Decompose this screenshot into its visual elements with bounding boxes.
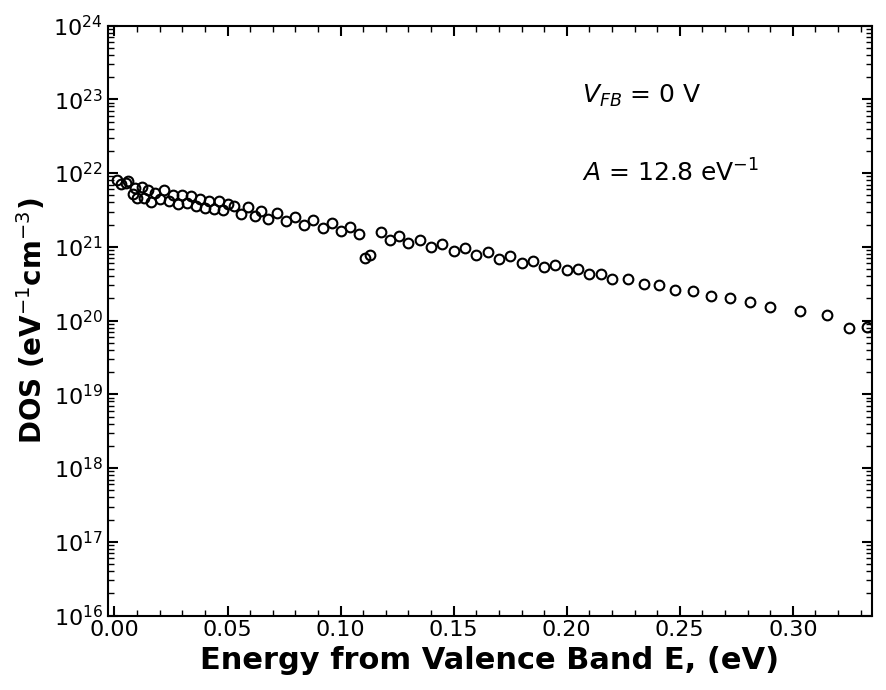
- Text: $V_{FB}$ = 0 V: $V_{FB}$ = 0 V: [581, 83, 700, 110]
- Text: $A$ = 12.8 eV$^{-1}$: $A$ = 12.8 eV$^{-1}$: [581, 159, 758, 187]
- Y-axis label: DOS (eV$^{-1}$cm$^{-3}$): DOS (eV$^{-1}$cm$^{-3}$): [15, 197, 48, 444]
- X-axis label: Energy from Valence Band E, (eV): Energy from Valence Band E, (eV): [200, 646, 779, 675]
